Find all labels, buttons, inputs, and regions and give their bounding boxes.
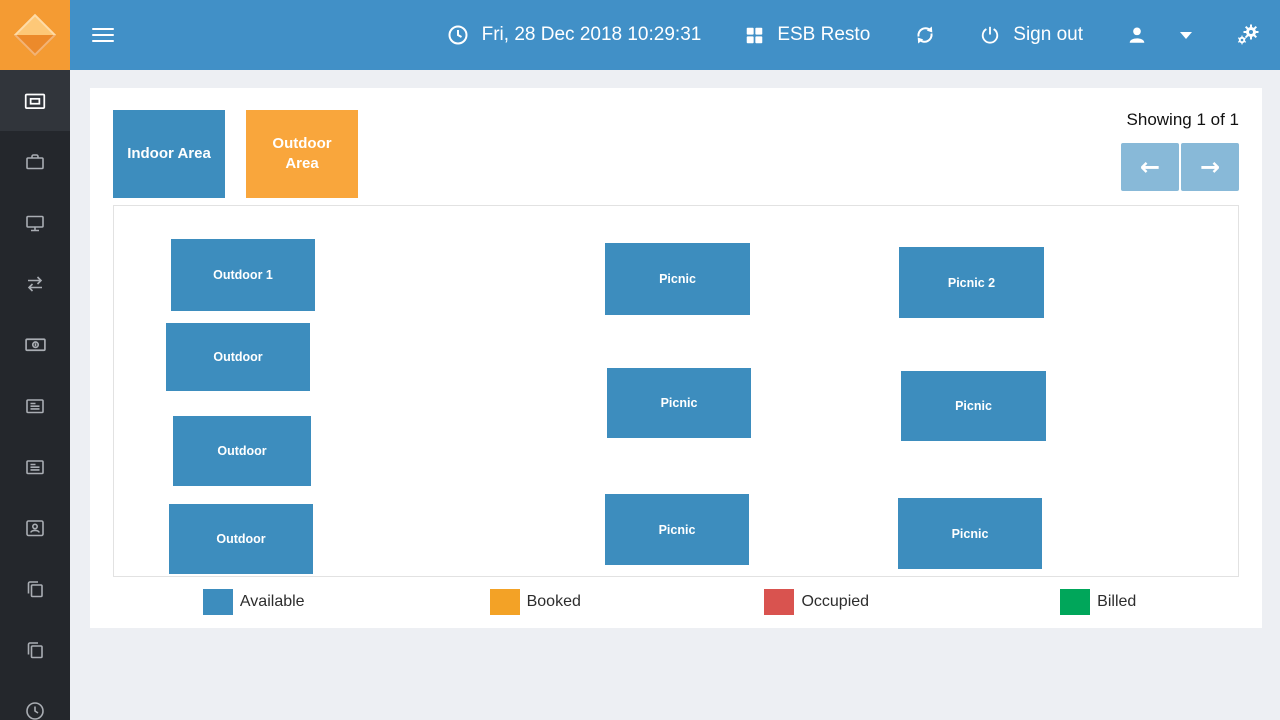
legend-swatch	[1060, 589, 1091, 615]
contact-card-icon	[24, 517, 46, 539]
caret-down-icon	[1180, 31, 1192, 39]
sidebar-item-reports-2[interactable]	[0, 436, 70, 497]
copy-icon	[24, 578, 46, 600]
next-page-button[interactable]: →	[1181, 143, 1239, 191]
table-picnic[interactable]: Picnic	[901, 371, 1046, 441]
sidebar-item-transfer[interactable]	[0, 253, 70, 314]
area-buttons: Indoor Area Outdoor Area	[113, 110, 358, 198]
money-icon	[24, 333, 47, 356]
user-menu[interactable]	[1127, 25, 1192, 45]
legend-item-booked: Booked	[489, 589, 581, 615]
table-picnic[interactable]: Picnic	[605, 243, 750, 315]
sidebar	[0, 70, 70, 720]
datetime-text: Fri, 28 Dec 2018 10:29:31	[481, 24, 702, 45]
logo-diamond-icon	[13, 13, 57, 57]
table-outdoor[interactable]: Outdoor	[166, 323, 310, 391]
app-name: ESB Resto	[777, 24, 871, 45]
sidebar-item-copy-2[interactable]	[0, 619, 70, 680]
refresh-button[interactable]	[914, 24, 936, 46]
floor-plan: Outdoor 1 Outdoor Outdoor Outdoor Picnic Picn…	[113, 205, 1239, 577]
area-button-indoor[interactable]: Indoor Area	[113, 110, 225, 198]
monitor-icon	[24, 212, 46, 234]
refresh-icon	[914, 24, 936, 46]
table-picnic[interactable]: Picnic	[605, 494, 749, 565]
table-outdoor-1[interactable]: Outdoor 1	[171, 239, 315, 311]
legend-swatch	[202, 589, 233, 615]
clock-icon	[447, 24, 469, 46]
sign-out-label: Sign out	[1013, 24, 1083, 45]
newspaper-icon	[24, 395, 46, 417]
prev-page-button[interactable]: ←	[1121, 143, 1179, 191]
table-label: Outdoor	[216, 532, 266, 546]
legend-item-available: Available	[202, 589, 305, 615]
legend-item-occupied: Occupied	[764, 589, 869, 615]
grid-icon	[745, 26, 764, 45]
showing-count: Showing 1 of 1	[1126, 110, 1239, 129]
arrow-left-icon: ←	[1139, 153, 1161, 181]
sidebar-item-orders[interactable]	[0, 131, 70, 192]
sidebar-item-history[interactable]	[0, 680, 70, 720]
app-name-group[interactable]: ESB Resto	[745, 24, 870, 46]
legend-label: Available	[239, 593, 305, 610]
floor-tables-icon	[23, 89, 47, 113]
table-label: Picnic	[955, 399, 992, 413]
history-clock-icon	[24, 700, 46, 720]
sidebar-item-floor-tables[interactable]	[0, 70, 70, 131]
table-picnic[interactable]: Picnic	[898, 498, 1042, 569]
transfer-icon	[24, 273, 46, 295]
legend-swatch	[489, 589, 520, 615]
table-outdoor[interactable]: Outdoor	[173, 416, 311, 486]
copy-icon-2	[24, 639, 46, 661]
legend-label: Occupied	[801, 593, 870, 610]
table-label: Outdoor	[213, 350, 263, 364]
sidebar-item-reports[interactable]	[0, 375, 70, 436]
table-label: Picnic	[658, 522, 696, 537]
table-outdoor[interactable]: Outdoor	[169, 504, 313, 574]
table-label: Picnic	[659, 272, 696, 286]
table-label: Outdoor	[217, 444, 267, 458]
legend-item-billed: Billed	[1060, 589, 1136, 615]
legend: Available Booked Occupied Billed	[113, 589, 1239, 615]
datetime-group: Fri, 28 Dec 2018 10:29:31	[447, 24, 702, 46]
app-logo[interactable]	[0, 0, 70, 70]
table-label: Picnic	[951, 526, 989, 541]
arrow-right-icon: →	[1199, 153, 1221, 181]
table-label: Outdoor 1	[213, 268, 273, 282]
sidebar-item-contacts[interactable]	[0, 497, 70, 558]
table-picnic-2[interactable]: Picnic 2	[899, 247, 1044, 318]
topbar: Fri, 28 Dec 2018 10:29:31 ESB Resto Sign…	[0, 0, 1280, 70]
legend-label: Booked	[526, 593, 581, 610]
main-content: Indoor Area Outdoor Area Showing 1 of 1 …	[70, 70, 1280, 720]
power-icon	[980, 25, 1000, 45]
user-icon	[1127, 25, 1147, 45]
sign-out-button[interactable]: Sign out	[980, 24, 1083, 46]
table-label: Picnic	[660, 396, 698, 410]
sidebar-item-copy[interactable]	[0, 558, 70, 619]
briefcase-icon	[24, 151, 46, 173]
area-button-outdoor[interactable]: Outdoor Area	[246, 110, 358, 198]
table-label: Picnic 2	[947, 275, 996, 290]
table-picnic[interactable]: Picnic	[607, 368, 751, 438]
sidebar-item-pos[interactable]	[0, 192, 70, 253]
legend-swatch	[764, 589, 795, 615]
legend-label: Billed	[1097, 593, 1137, 610]
settings-button[interactable]	[1236, 23, 1262, 47]
gears-icon	[1236, 23, 1262, 47]
tables-card: Indoor Area Outdoor Area Showing 1 of 1 …	[90, 88, 1262, 628]
sidebar-item-cash[interactable]	[0, 314, 70, 375]
hamburger-icon[interactable]	[92, 24, 114, 46]
newspaper-icon-2	[24, 456, 46, 478]
